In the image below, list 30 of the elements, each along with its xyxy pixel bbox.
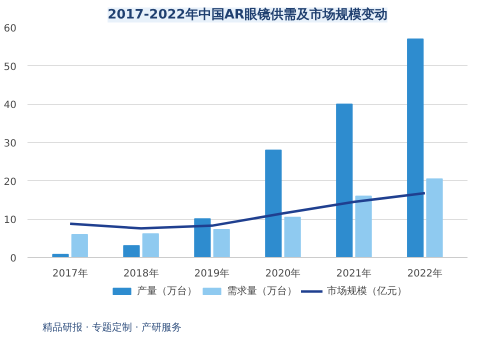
y-tick-label: 60 — [4, 24, 17, 34]
x-tick-label: 2021年 — [336, 268, 372, 280]
y-tick-label: 40 — [4, 100, 17, 112]
x-tick-label: 2018年 — [123, 268, 159, 280]
y-tick-label: 10 — [4, 215, 17, 226]
bar — [355, 196, 372, 258]
bar — [71, 234, 88, 258]
bar — [265, 150, 282, 258]
bar — [213, 229, 230, 258]
bar — [123, 245, 140, 258]
bar — [407, 38, 424, 258]
y-tick-label: 30 — [4, 138, 17, 150]
chart-title: 2017-2022年中国AR眼镜供需及市场规模变动 — [108, 6, 388, 22]
x-tick-label: 2017年 — [52, 268, 88, 280]
bar — [194, 218, 211, 258]
y-tick-label: 20 — [4, 176, 17, 188]
x-tick-label: 2019年 — [194, 268, 230, 280]
legend-label: 需求量（万台） — [227, 284, 297, 298]
y-tick-label: 50 — [4, 62, 17, 73]
bar — [426, 178, 443, 258]
x-tick-label: 2022年 — [407, 268, 443, 280]
text: 精品研报 · 专题定制 · 产研服务 — [42, 322, 182, 334]
x-tick-label: 2020年 — [265, 268, 301, 280]
legend-label: 市场规模（亿元） — [327, 284, 407, 298]
legend-label: 产量（万台） — [137, 284, 197, 298]
line-series — [68, 192, 426, 230]
bar — [336, 104, 353, 258]
bar — [284, 216, 301, 258]
bar — [142, 233, 159, 258]
y-tick-label: 0 — [10, 254, 17, 264]
